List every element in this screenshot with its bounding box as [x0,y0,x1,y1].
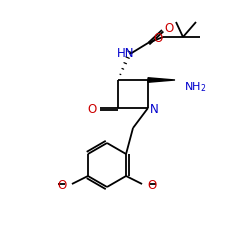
Text: O: O [88,103,96,116]
Text: HN: HN [117,47,135,60]
Text: O: O [154,32,162,45]
Text: O: O [58,179,67,192]
Text: N: N [150,103,158,116]
Text: NH$_2$: NH$_2$ [184,80,206,94]
Text: O: O [164,22,173,35]
Polygon shape [148,78,175,82]
Text: O: O [147,179,156,192]
